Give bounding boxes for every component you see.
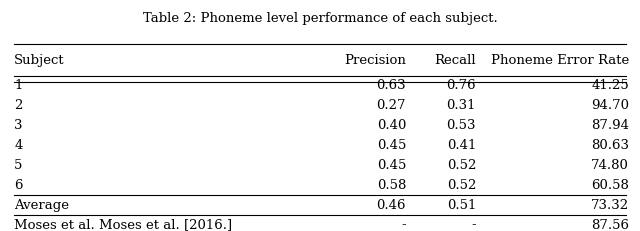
Text: 0.46: 0.46 <box>376 199 406 212</box>
Text: 0.52: 0.52 <box>447 159 476 172</box>
Text: Subject: Subject <box>14 54 65 67</box>
Text: 4: 4 <box>14 139 22 152</box>
Text: 0.45: 0.45 <box>377 139 406 152</box>
Text: -: - <box>401 219 406 231</box>
Text: 73.32: 73.32 <box>591 199 629 212</box>
Text: 6: 6 <box>14 179 22 192</box>
Text: 0.27: 0.27 <box>376 99 406 112</box>
Text: 80.63: 80.63 <box>591 139 629 152</box>
Text: Precision: Precision <box>344 54 406 67</box>
Text: 0.51: 0.51 <box>447 199 476 212</box>
Text: 0.63: 0.63 <box>376 79 406 92</box>
Text: 3: 3 <box>14 119 22 132</box>
Text: 0.41: 0.41 <box>447 139 476 152</box>
Text: 87.56: 87.56 <box>591 219 629 231</box>
Text: -: - <box>472 219 476 231</box>
Text: 0.45: 0.45 <box>377 159 406 172</box>
Text: 74.80: 74.80 <box>591 159 629 172</box>
Text: Moses et al. Moses et al. [2016.]: Moses et al. Moses et al. [2016.] <box>14 219 232 231</box>
Text: 0.58: 0.58 <box>377 179 406 192</box>
Text: 60.58: 60.58 <box>591 179 629 192</box>
Text: 0.76: 0.76 <box>447 79 476 92</box>
Text: Recall: Recall <box>435 54 476 67</box>
Text: 0.40: 0.40 <box>377 119 406 132</box>
Text: Average: Average <box>14 199 69 212</box>
Text: 5: 5 <box>14 159 22 172</box>
Text: 87.94: 87.94 <box>591 119 629 132</box>
Text: Phoneme Error Rate: Phoneme Error Rate <box>491 54 629 67</box>
Text: 2: 2 <box>14 99 22 112</box>
Text: 94.70: 94.70 <box>591 99 629 112</box>
Text: 0.31: 0.31 <box>447 99 476 112</box>
Text: 0.53: 0.53 <box>447 119 476 132</box>
Text: 0.52: 0.52 <box>447 179 476 192</box>
Text: Table 2: Phoneme level performance of each subject.: Table 2: Phoneme level performance of ea… <box>143 12 497 25</box>
Text: 1: 1 <box>14 79 22 92</box>
Text: 41.25: 41.25 <box>591 79 629 92</box>
